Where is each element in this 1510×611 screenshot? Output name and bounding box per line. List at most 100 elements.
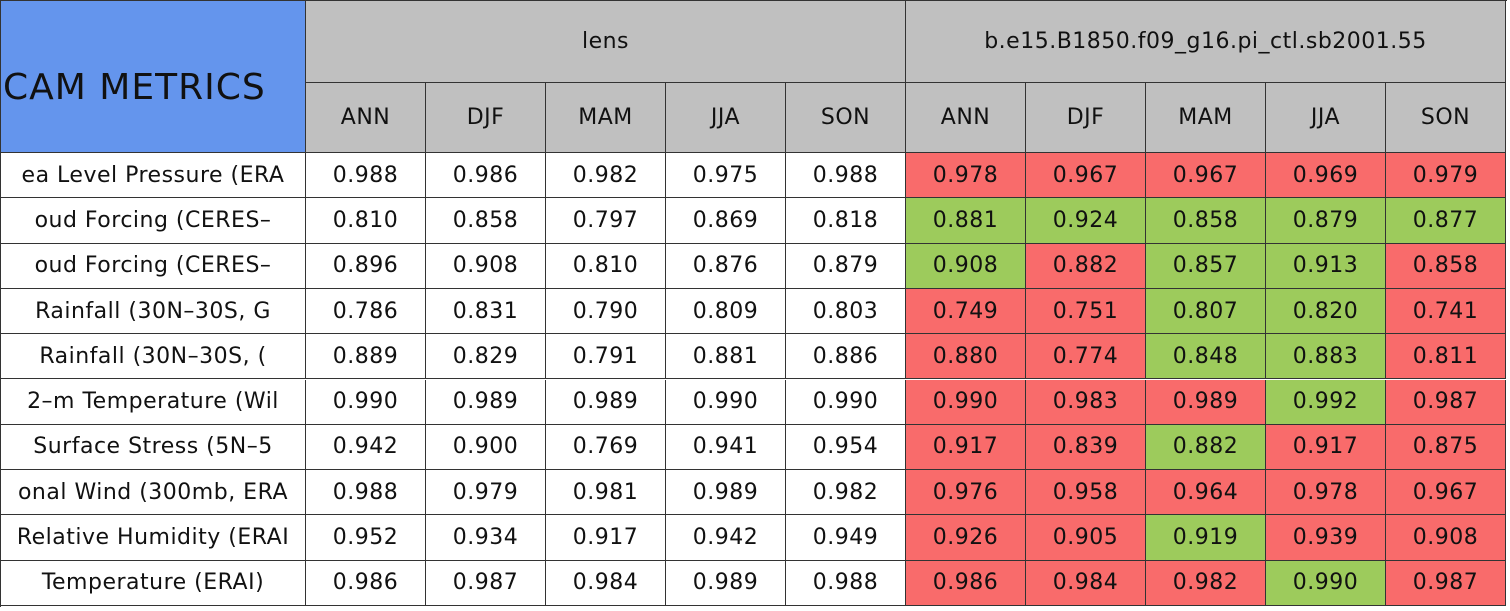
value-cell: 0.990 xyxy=(306,379,426,425)
value-cell: 0.986 xyxy=(906,560,1026,606)
group-header: lens xyxy=(306,1,906,83)
value-cell: 0.791 xyxy=(546,334,666,380)
value-cell: 0.810 xyxy=(306,198,426,244)
value-cell: 0.774 xyxy=(1026,334,1146,380)
value-cell: 0.982 xyxy=(546,153,666,199)
value-cell: 0.982 xyxy=(786,470,906,516)
value-cell: 0.876 xyxy=(666,243,786,289)
row-label: Surface Stress (5N–5 xyxy=(1,424,306,471)
value-cell: 0.954 xyxy=(786,424,906,471)
value-cell: 0.908 xyxy=(426,243,546,289)
value-cell: 0.908 xyxy=(906,243,1026,289)
value-cell: 0.978 xyxy=(1266,470,1386,516)
season-header: DJF xyxy=(1026,83,1146,153)
row-label: ea Level Pressure (ERA xyxy=(1,153,306,199)
value-cell: 0.831 xyxy=(426,288,546,335)
value-cell: 0.811 xyxy=(1386,334,1506,380)
value-cell: 0.896 xyxy=(306,243,426,289)
value-cell: 0.988 xyxy=(786,560,906,606)
value-cell: 0.741 xyxy=(1386,288,1506,335)
value-cell: 0.810 xyxy=(546,243,666,289)
value-cell: 0.877 xyxy=(1386,198,1506,244)
row-label: onal Wind (300mb, ERA xyxy=(1,470,306,516)
value-cell: 0.989 xyxy=(426,379,546,425)
value-cell: 0.939 xyxy=(1266,515,1386,561)
value-cell: 0.848 xyxy=(1146,334,1266,380)
value-cell: 0.984 xyxy=(1026,560,1146,606)
value-cell: 0.797 xyxy=(546,198,666,244)
value-cell: 0.879 xyxy=(786,243,906,289)
value-cell: 0.958 xyxy=(1026,470,1146,516)
value-cell: 0.924 xyxy=(1026,198,1146,244)
value-cell: 0.886 xyxy=(786,334,906,380)
value-cell: 0.875 xyxy=(1386,424,1506,471)
value-cell: 0.987 xyxy=(426,560,546,606)
value-cell: 0.913 xyxy=(1266,243,1386,289)
value-cell: 0.942 xyxy=(306,424,426,471)
season-header: JJA xyxy=(1266,83,1386,153)
value-cell: 0.917 xyxy=(1266,424,1386,471)
value-cell: 0.882 xyxy=(1026,243,1146,289)
value-cell: 0.751 xyxy=(1026,288,1146,335)
value-cell: 0.908 xyxy=(1386,515,1506,561)
season-header: ANN xyxy=(306,83,426,153)
value-cell: 0.790 xyxy=(546,288,666,335)
value-cell: 0.942 xyxy=(666,515,786,561)
value-cell: 0.926 xyxy=(906,515,1026,561)
value-cell: 0.988 xyxy=(306,470,426,516)
row-label: Rainfall (30N–30S, ( xyxy=(1,334,306,380)
value-cell: 0.981 xyxy=(546,470,666,516)
value-cell: 0.987 xyxy=(1386,560,1506,606)
value-cell: 0.883 xyxy=(1266,334,1386,380)
value-cell: 0.818 xyxy=(786,198,906,244)
value-cell: 0.989 xyxy=(666,470,786,516)
value-cell: 0.905 xyxy=(1026,515,1146,561)
value-cell: 0.879 xyxy=(1266,198,1386,244)
value-cell: 0.803 xyxy=(786,288,906,335)
value-cell: 0.988 xyxy=(306,153,426,199)
value-cell: 0.858 xyxy=(1146,198,1266,244)
row-label: Relative Humidity (ERAI xyxy=(1,515,306,561)
value-cell: 0.989 xyxy=(666,560,786,606)
value-cell: 0.919 xyxy=(1146,515,1266,561)
value-cell: 0.975 xyxy=(666,153,786,199)
value-cell: 0.989 xyxy=(546,379,666,425)
value-cell: 0.979 xyxy=(1386,153,1506,199)
value-cell: 0.881 xyxy=(666,334,786,380)
season-header: JJA xyxy=(666,83,786,153)
value-cell: 0.967 xyxy=(1386,470,1506,516)
value-cell: 0.979 xyxy=(426,470,546,516)
season-header: ANN xyxy=(906,83,1026,153)
value-cell: 0.987 xyxy=(1386,379,1506,425)
season-header: MAM xyxy=(1146,83,1266,153)
value-cell: 0.786 xyxy=(306,288,426,335)
value-cell: 0.807 xyxy=(1146,288,1266,335)
value-cell: 0.941 xyxy=(666,424,786,471)
value-cell: 0.820 xyxy=(1266,288,1386,335)
row-label: 2–m Temperature (Wil xyxy=(1,379,306,425)
value-cell: 0.882 xyxy=(1146,424,1266,471)
value-cell: 0.978 xyxy=(906,153,1026,199)
value-cell: 0.969 xyxy=(1266,153,1386,199)
value-cell: 0.749 xyxy=(906,288,1026,335)
value-cell: 0.990 xyxy=(1266,560,1386,606)
value-cell: 0.990 xyxy=(786,379,906,425)
value-cell: 0.982 xyxy=(1146,560,1266,606)
value-cell: 0.976 xyxy=(906,470,1026,516)
group-header: b.e15.B1850.f09_g16.pi_ctl.sb2001.55 xyxy=(906,1,1506,83)
season-header: MAM xyxy=(546,83,666,153)
value-cell: 0.949 xyxy=(786,515,906,561)
value-cell: 0.990 xyxy=(666,379,786,425)
value-cell: 0.829 xyxy=(426,334,546,380)
table-title: CAM METRICS xyxy=(1,1,306,153)
value-cell: 0.769 xyxy=(546,424,666,471)
value-cell: 0.869 xyxy=(666,198,786,244)
row-label: oud Forcing (CERES– xyxy=(1,198,306,244)
row-label: Temperature (ERAI) xyxy=(1,560,306,606)
value-cell: 0.880 xyxy=(906,334,1026,380)
value-cell: 0.857 xyxy=(1146,243,1266,289)
season-header: DJF xyxy=(426,83,546,153)
value-cell: 0.986 xyxy=(306,560,426,606)
value-cell: 0.990 xyxy=(906,379,1026,425)
